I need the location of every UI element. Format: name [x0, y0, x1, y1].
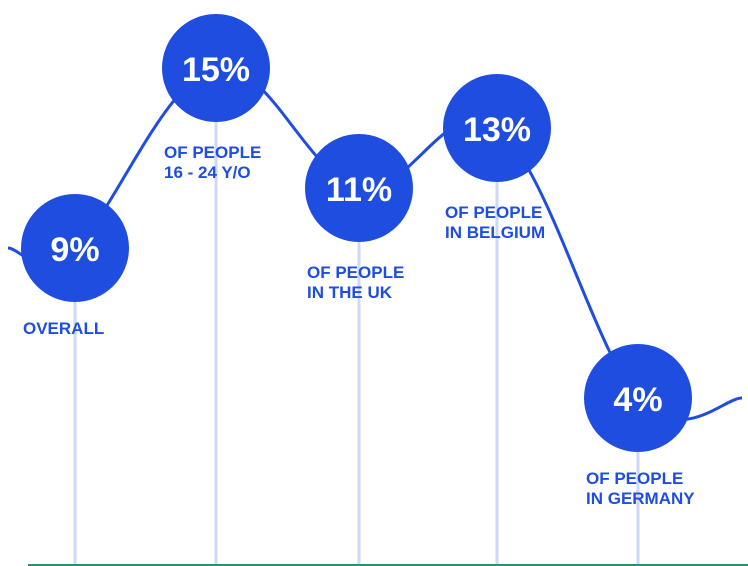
value-label-3: 11%	[326, 171, 392, 209]
value-label-2: 15%	[182, 51, 250, 89]
bubble-3	[305, 134, 413, 242]
value-label-1: 9%	[50, 231, 99, 269]
bubble-1	[21, 194, 129, 302]
caption-4-line-1: OF PEOPLE	[445, 203, 542, 222]
caption-3-line-1: OF PEOPLE	[307, 263, 404, 282]
bubble-5	[584, 344, 692, 452]
value-label-5: 4%	[613, 381, 662, 419]
bubble-2	[162, 14, 270, 122]
bubble-4	[443, 74, 551, 182]
caption-2-line-1: OF PEOPLE	[164, 143, 261, 162]
caption-4-line-2: IN BELGIUM	[445, 223, 545, 242]
caption-5-line-1: OF PEOPLE	[586, 469, 683, 488]
caption-3-line-2: IN THE UK	[307, 283, 393, 302]
value-label-4: 13%	[463, 111, 531, 149]
caption-2-line-2: 16 - 24 Y/O	[164, 163, 251, 182]
caption-1-line-1: OVERALL	[23, 319, 104, 338]
caption-5-line-2: IN GERMANY	[586, 489, 695, 508]
